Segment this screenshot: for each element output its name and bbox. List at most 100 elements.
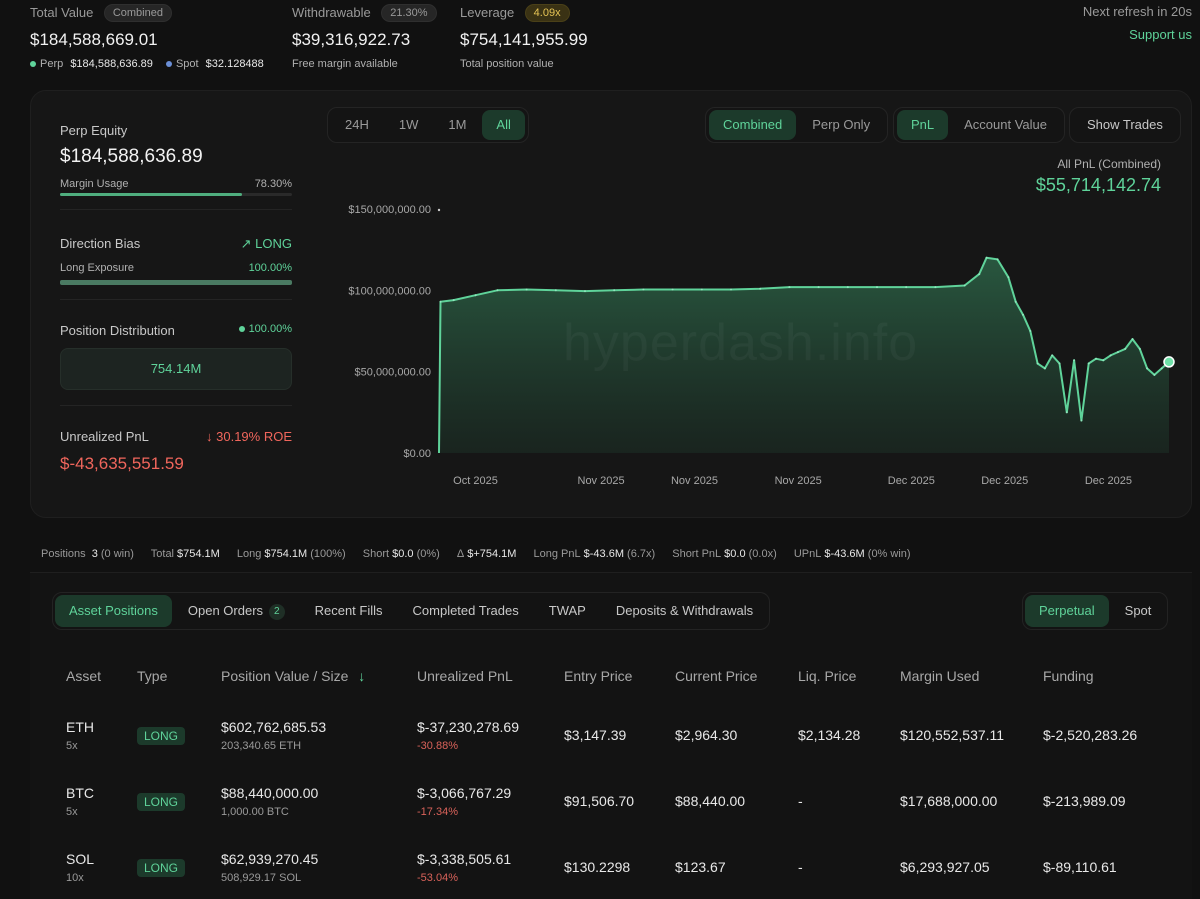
tab-perpetual[interactable]: Perpetual	[1025, 595, 1109, 627]
unrealized-pnl-pct: -53.04%	[417, 872, 458, 884]
positions-stats: Positions 3 (0 win) Total $754.1M Long $75…	[41, 548, 925, 560]
data-point	[439, 300, 442, 303]
total-value: $184,588,669.01	[30, 30, 158, 50]
range-1w[interactable]: 1W	[398, 117, 419, 132]
data-point	[1146, 367, 1149, 370]
data-point	[700, 288, 703, 291]
metric-pnl[interactable]: PnL	[897, 110, 949, 140]
withdrawable-block: Withdrawable 21.30% $39,316,922.73 Free …	[292, 4, 437, 70]
upnl-label: UPnL	[793, 548, 822, 560]
pnl-area	[439, 257, 1169, 453]
position-type-badge: LONG	[137, 859, 186, 877]
header-entry-price[interactable]: Entry Price	[564, 668, 633, 684]
range-1m[interactable]: 1M	[448, 117, 467, 132]
data-point	[1058, 362, 1061, 365]
distribution-box[interactable]: 754.14M	[60, 348, 292, 390]
data-point	[1051, 354, 1054, 357]
divider	[60, 209, 292, 210]
positions-label: Positions	[41, 548, 86, 560]
data-point	[1029, 330, 1032, 332]
mode-combined[interactable]: Combined	[709, 110, 797, 140]
header-unrealized-pnl[interactable]: Unrealized PnL	[417, 668, 513, 684]
data-point	[525, 288, 528, 291]
position-distribution-value: 100.00%	[248, 323, 292, 335]
delta-stat: $+754.1M	[467, 548, 517, 560]
long-exposure-value: 100.00%	[248, 262, 292, 274]
header-liq-price[interactable]: Liq. Price	[798, 668, 857, 684]
header-current-price[interactable]: Current Price	[675, 668, 758, 684]
trend-up-icon: ↗	[240, 236, 252, 251]
open-orders-count: 2	[269, 603, 285, 620]
data-point	[1153, 373, 1156, 376]
leverage-value: $754,141,955.99	[460, 30, 588, 50]
header-position-value-label: Position Value / Size	[221, 668, 349, 684]
data-point	[978, 273, 981, 276]
equity-sidebar: Perp Equity $184,588,636.89 Margin Usage…	[31, 91, 321, 517]
x-tick-label: Dec 2025	[981, 475, 1028, 487]
combined-tag: Combined	[103, 4, 172, 22]
x-tick-label: Dec 2025	[888, 475, 935, 487]
short-pct: (0%)	[416, 548, 440, 560]
margin-used: $120,552,537.11	[900, 727, 1005, 743]
header-funding[interactable]: Funding	[1043, 668, 1094, 684]
perp-label: Perp	[40, 58, 64, 71]
perp-equity-value: $184,588,636.89	[60, 146, 203, 167]
liq-price: -	[798, 793, 803, 809]
data-point	[474, 294, 477, 297]
divider	[60, 299, 292, 300]
tab-recent-fills[interactable]: Recent Fills	[314, 603, 383, 618]
header-asset[interactable]: Asset	[66, 668, 102, 684]
liq-price: -	[798, 859, 803, 875]
withdrawable-tag: 21.30%	[381, 4, 437, 22]
range-24h[interactable]: 24H	[345, 117, 369, 132]
leverage-label: Leverage	[460, 5, 515, 21]
margin-usage-bar	[60, 193, 292, 196]
data-point	[996, 258, 999, 261]
y-tick-label: $50,000,000.00	[355, 367, 431, 379]
tab-deposits-withdrawals[interactable]: Deposits & Withdrawals	[615, 603, 754, 618]
position-distribution-label: Position Distribution	[60, 323, 175, 338]
margin-used: $6,293,927.05	[900, 859, 990, 875]
unrealized-pnl: $-3,338,505.61	[417, 851, 512, 867]
leverage-tag: 4.09x	[524, 4, 570, 22]
entry-price: $91,506.70	[564, 793, 635, 809]
range-selector: 24H 1W 1M All	[327, 107, 529, 143]
tab-open-orders-label: Open Orders	[187, 603, 264, 618]
asset-name: BTC	[66, 785, 94, 801]
data-point	[1138, 347, 1141, 350]
total-stat: $754.1M	[177, 548, 220, 560]
mode-perp-only[interactable]: Perp Only	[812, 117, 871, 132]
metric-account-value[interactable]: Account Value	[964, 117, 1048, 132]
show-trades-button[interactable]: Show Trades	[1087, 117, 1163, 132]
delta-label: Δ	[456, 548, 465, 560]
long-exposure-bar	[60, 280, 292, 285]
position-size: 203,340.65 ETH	[221, 740, 302, 752]
upnl-stat: $-43.6M	[824, 548, 865, 560]
tab-twap[interactable]: TWAP	[548, 603, 586, 618]
tab-spot[interactable]: Spot	[1124, 603, 1152, 618]
pnl-chart[interactable]: $150,000,000.00 $100,000,000.00 $50,000,00…	[321, 191, 1183, 491]
long-pnl-label: Long PnL	[533, 548, 581, 560]
header-margin-used[interactable]: Margin Used	[900, 668, 980, 684]
total-value-label: Total Value	[30, 5, 94, 21]
total-value-block: Total Value Combined $184,588,669.01 Per…	[30, 4, 264, 70]
tab-completed-trades[interactable]: Completed Trades	[412, 603, 519, 618]
header-type[interactable]: Type	[137, 668, 168, 684]
x-tick-label: Nov 2025	[775, 475, 822, 487]
y-tick-label: $0.00	[403, 448, 431, 460]
data-point	[671, 288, 674, 291]
range-all[interactable]: All	[482, 110, 525, 140]
mode-selector: Combined Perp Only	[705, 107, 889, 143]
data-point	[1095, 357, 1097, 360]
data-point	[963, 284, 966, 287]
header-position-value[interactable]: Position Value / Size ↓	[221, 668, 365, 684]
support-link[interactable]: Support us	[1129, 27, 1192, 42]
data-point	[1087, 362, 1090, 365]
tab-asset-positions[interactable]: Asset Positions	[55, 595, 172, 627]
x-tick-label: Nov 2025	[578, 475, 625, 487]
funding: $-89,110.61	[1043, 859, 1117, 875]
tab-open-orders[interactable]: Open Orders 2	[174, 595, 299, 627]
asset-leverage: 5x	[66, 740, 78, 752]
withdrawable-label: Withdrawable	[292, 5, 371, 21]
unrealized-pnl-label: Unrealized PnL	[60, 429, 149, 444]
